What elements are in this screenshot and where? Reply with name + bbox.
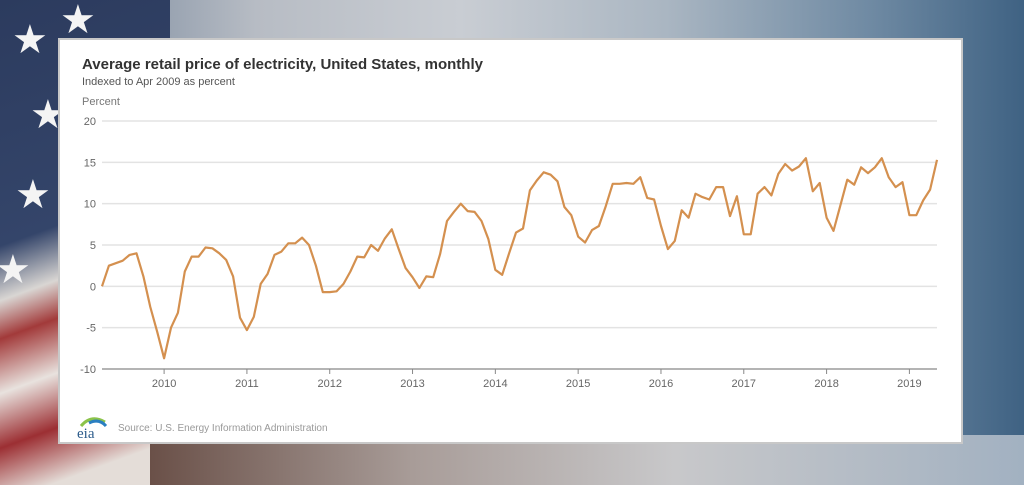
y-tick-label: 20	[84, 116, 96, 128]
chart-subtitle: Indexed to Apr 2009 as percent	[82, 76, 235, 88]
chart-title: Average retail price of electricity, Uni…	[82, 56, 483, 73]
line-chart: -10 -5 0 5 10 15 20 2010 2011 2012 2013 2014 2015 201…	[80, 116, 939, 390]
y-tick-label: 10	[84, 199, 96, 211]
star-icon: ★	[0, 248, 31, 292]
x-tick-label: 2010	[152, 378, 176, 390]
x-tick-label: 2016	[649, 378, 673, 390]
star-icon: ★	[60, 0, 96, 42]
y-tick-label: 0	[90, 281, 96, 293]
y-tick-label: 15	[84, 157, 96, 169]
star-icon: ★	[12, 18, 48, 62]
series-line	[100, 157, 939, 360]
x-tick-label: 2011	[235, 378, 259, 390]
y-axis-label: Percent	[82, 96, 120, 108]
x-tick-label: 2013	[400, 378, 424, 390]
svg-text:eia: eia	[77, 426, 95, 440]
y-tick-label: -10	[80, 364, 96, 376]
x-tick-label: 2017	[732, 378, 756, 390]
star-icon: ★	[15, 173, 51, 217]
x-tick-label: 2014	[483, 378, 507, 390]
x-tick-label: 2015	[566, 378, 590, 390]
x-tick-label: 2012	[317, 378, 341, 390]
chart-card: Average retail price of electricity, Uni…	[58, 38, 963, 444]
x-tick-label: 2018	[814, 378, 838, 390]
y-tick-label: -5	[86, 323, 96, 335]
x-tick-label: 2019	[897, 378, 921, 390]
eia-logo: eia	[77, 417, 108, 440]
y-tick-label: 5	[90, 240, 96, 252]
source-note: Source: U.S. Energy Information Administ…	[118, 423, 328, 434]
